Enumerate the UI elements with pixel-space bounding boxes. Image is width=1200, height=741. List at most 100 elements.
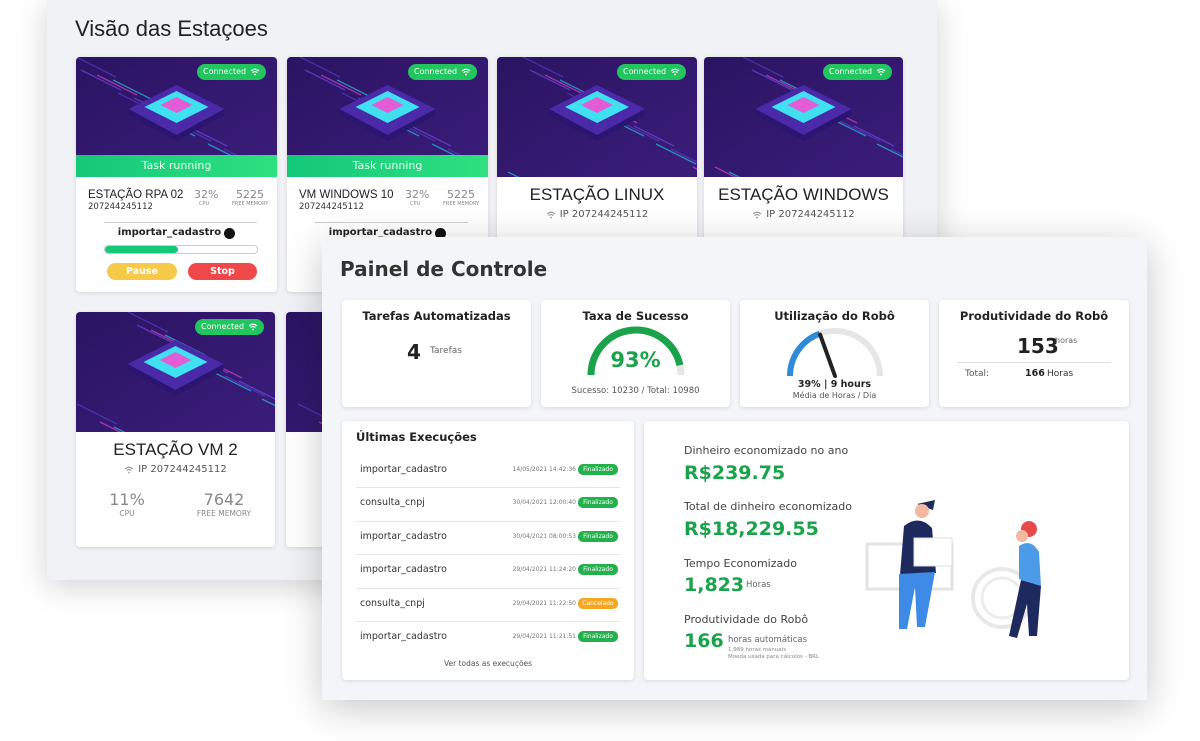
wifi-wave	[250, 68, 260, 74]
wifi-wave	[124, 466, 134, 471]
circuit-line	[261, 398, 275, 407]
stat-detail: Média de Horas / Dia	[792, 391, 877, 400]
circuit-line	[210, 370, 252, 392]
circuit-line	[76, 403, 118, 425]
gauge-track	[787, 328, 883, 377]
wifi-wave	[670, 68, 680, 74]
pause-button[interactable]: Pause	[107, 263, 177, 280]
station-ip: IP 207244245112	[704, 209, 903, 220]
execution-date: 30/04/2021 08:00:53	[512, 532, 576, 540]
savings-note: 1,989 horas manuais	[728, 647, 787, 653]
row-divider	[356, 487, 620, 489]
gauge-arc	[787, 330, 821, 377]
executions-card: Últimas Execuções Ver todas as execuções…	[342, 421, 634, 680]
wifi-icon	[752, 211, 762, 218]
station-name: ESTAÇÃO LINUX	[529, 185, 665, 204]
wifi-dot	[465, 73, 467, 76]
execution-name: importar_cadastro	[360, 631, 447, 642]
stat-card: Produtividade do Robô 153 horas Total: 1…	[939, 300, 1129, 407]
station-name: ESTAÇÃO VM 2	[113, 440, 238, 459]
divider	[104, 222, 257, 223]
head	[1016, 530, 1028, 542]
wifi-icon	[546, 211, 556, 218]
cpu-label: CPU	[410, 201, 421, 207]
station-ip: IP 207244245112	[497, 209, 697, 220]
circuit-line	[751, 69, 793, 91]
wifi-dot	[756, 216, 759, 218]
circuit-line	[890, 148, 903, 156]
circuit-line	[853, 125, 895, 147]
execution-status: Finalizado	[578, 464, 618, 475]
circuit-line	[76, 57, 117, 78]
execution-name: consulta_cnpj	[360, 597, 425, 609]
execution-name: consulta_cnpj	[360, 497, 425, 509]
circuit-line	[80, 69, 122, 91]
view-all-link[interactable]: Ver todas as execuções	[443, 659, 533, 668]
memory-label: FREE MEMORY	[443, 201, 480, 207]
execution-date: 29/04/2021 11:24:20	[512, 566, 576, 574]
execution-name: importar_cadastro	[360, 564, 447, 576]
sign	[913, 537, 953, 567]
wifi-dot	[674, 73, 676, 76]
status-badge: Connected	[823, 64, 893, 80]
status-text: Connected	[201, 322, 245, 331]
execution-status: Cancelado	[578, 597, 618, 609]
status-text: Connected	[203, 67, 247, 76]
wifi-icon	[670, 68, 680, 76]
status-text: Connected	[623, 67, 667, 76]
control-panel: Painel de Controle Tarefas Automatizadas…	[322, 237, 1147, 700]
execution-date: 29/04/2021 11:21:51	[512, 633, 576, 640]
savings-unit: horas automáticas	[728, 635, 808, 645]
circuit-line	[410, 125, 452, 147]
station-name: ESTAÇÃO RPA 02	[88, 189, 184, 201]
status-badge: Connected	[408, 64, 478, 80]
chip-side	[755, 109, 852, 141]
stat-title: Produtividade do Robô	[959, 309, 1109, 323]
chip-side	[128, 109, 225, 141]
status-badge: Connected	[617, 64, 687, 80]
chip-side	[549, 109, 645, 141]
execution-status: Finalizado	[578, 564, 618, 576]
gauge-needle	[818, 332, 837, 378]
row-divider	[356, 520, 620, 522]
wifi-icon	[124, 466, 134, 473]
stat-title: Tarefas Automatizadas	[362, 309, 511, 323]
ip-text: IP 207244245112	[766, 209, 855, 220]
execution-status: Finalizado	[578, 530, 618, 542]
stat-value: 39% | 9 hours	[797, 379, 872, 390]
circuit-line	[655, 143, 697, 165]
ip-text: IP 207244245112	[559, 209, 649, 220]
wifi-icon	[248, 323, 258, 331]
wifi-wave	[248, 323, 258, 329]
chip-label	[581, 97, 613, 113]
cpu-label: CPU	[119, 509, 135, 518]
circuit-line	[522, 57, 564, 78]
cpu-value: 11%	[109, 490, 145, 509]
wifi-dot	[128, 471, 131, 473]
wifi-icon	[250, 68, 260, 76]
circuit-line	[633, 125, 675, 147]
execution-date: 30/04/2021 12:00:40	[512, 499, 576, 507]
legs	[899, 572, 935, 629]
circuit-line	[320, 74, 362, 96]
head	[915, 504, 929, 518]
savings-card: Dinheiro economizado no ano R$239.75 Tot…	[644, 421, 1129, 680]
circuit-line	[136, 324, 178, 346]
savings-value: R$18,229.55	[684, 518, 819, 540]
panel-title: Visão das Estaçoes	[75, 16, 268, 41]
info-icon	[435, 228, 446, 239]
total-unit: Horas	[1047, 369, 1074, 379]
wifi-dot	[549, 216, 552, 218]
info-icon	[224, 228, 235, 239]
wifi-wave	[876, 68, 886, 74]
circuit-line	[238, 380, 275, 400]
total-label: Total:	[965, 369, 990, 379]
panel-title: Painel de Controle	[340, 257, 548, 281]
memory-value: 5225	[447, 188, 475, 201]
utilization-gauge	[787, 328, 883, 378]
station-name: ESTAÇÃO WINDOWS	[718, 185, 889, 204]
circuit-line	[96, 74, 138, 96]
illustration	[865, 500, 1041, 638]
stat-card: Tarefas Automatizadas 4 Tarefas	[342, 300, 531, 407]
stop-button[interactable]: Stop	[188, 263, 257, 280]
